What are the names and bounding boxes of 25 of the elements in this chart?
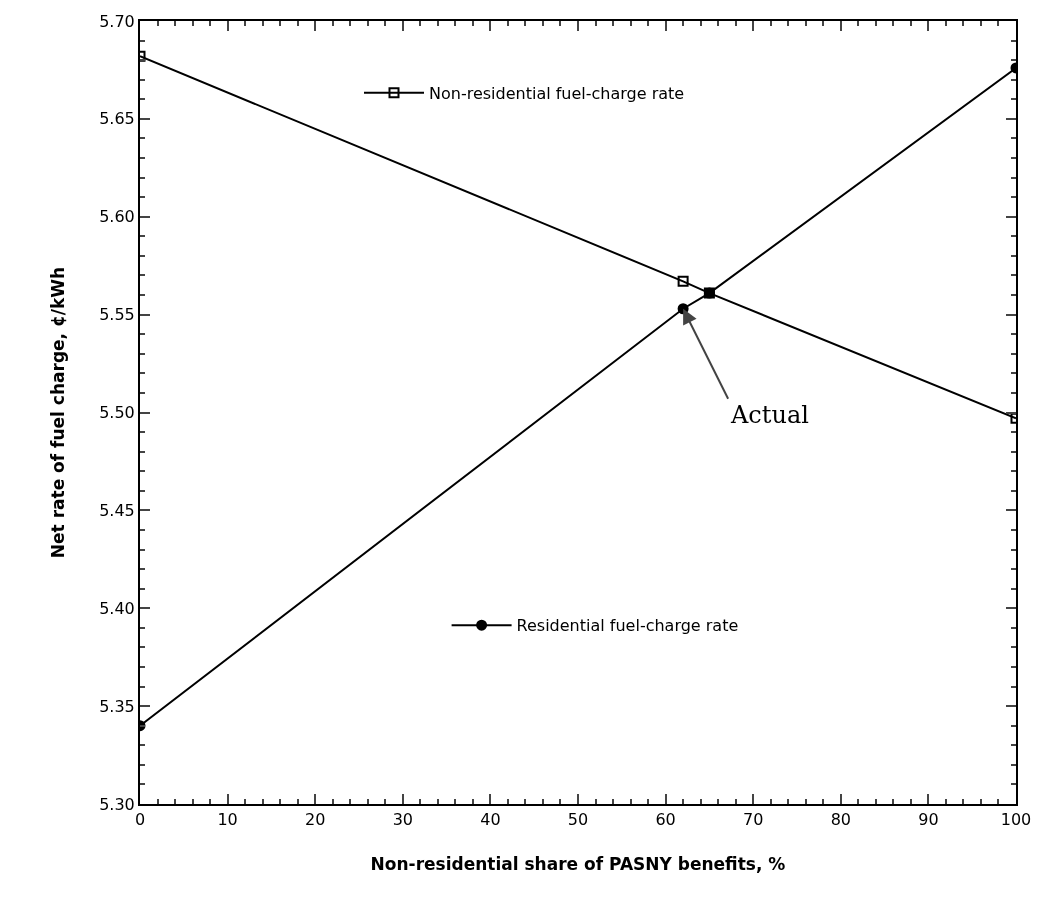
x-tick-label: 30 [392, 810, 413, 830]
y-tick-label: 5.50 [99, 403, 135, 423]
annotation: Actual [730, 401, 809, 429]
x-tick-label: 0 [134, 810, 146, 830]
x-tick-label: 80 [830, 810, 851, 830]
x-tick-label: 10 [217, 810, 238, 830]
y-tick-label: 5.65 [99, 109, 135, 129]
x-tick-label: 50 [567, 810, 589, 830]
y-tick-label: 5.35 [99, 696, 135, 716]
legend-label: Non-residential fuel-charge rate [429, 83, 685, 103]
x-tick-label: 100 [1000, 810, 1032, 830]
y-tick-label: 5.55 [99, 305, 135, 325]
legend-label: Residential fuel-charge rate [516, 616, 739, 636]
y-tick-label: 5.60 [99, 207, 135, 227]
y-tick-label: 5.30 [99, 794, 135, 814]
x-tick-label: 90 [918, 810, 939, 830]
y-tick-label: 5.40 [99, 598, 135, 618]
y-tick-label: 5.45 [99, 500, 135, 520]
x-tick-label: 20 [305, 810, 326, 830]
x-tick-label: 40 [480, 810, 501, 830]
x-tick-label: 70 [743, 810, 764, 830]
x-axis-title: Non-residential share of PASNY benefits, % [370, 854, 786, 875]
y-axis-title: Net rate of fuel charge, ¢/kWh [48, 266, 69, 559]
x-tick-label: 60 [655, 810, 676, 830]
y-tick-label: 5.70 [99, 11, 135, 31]
